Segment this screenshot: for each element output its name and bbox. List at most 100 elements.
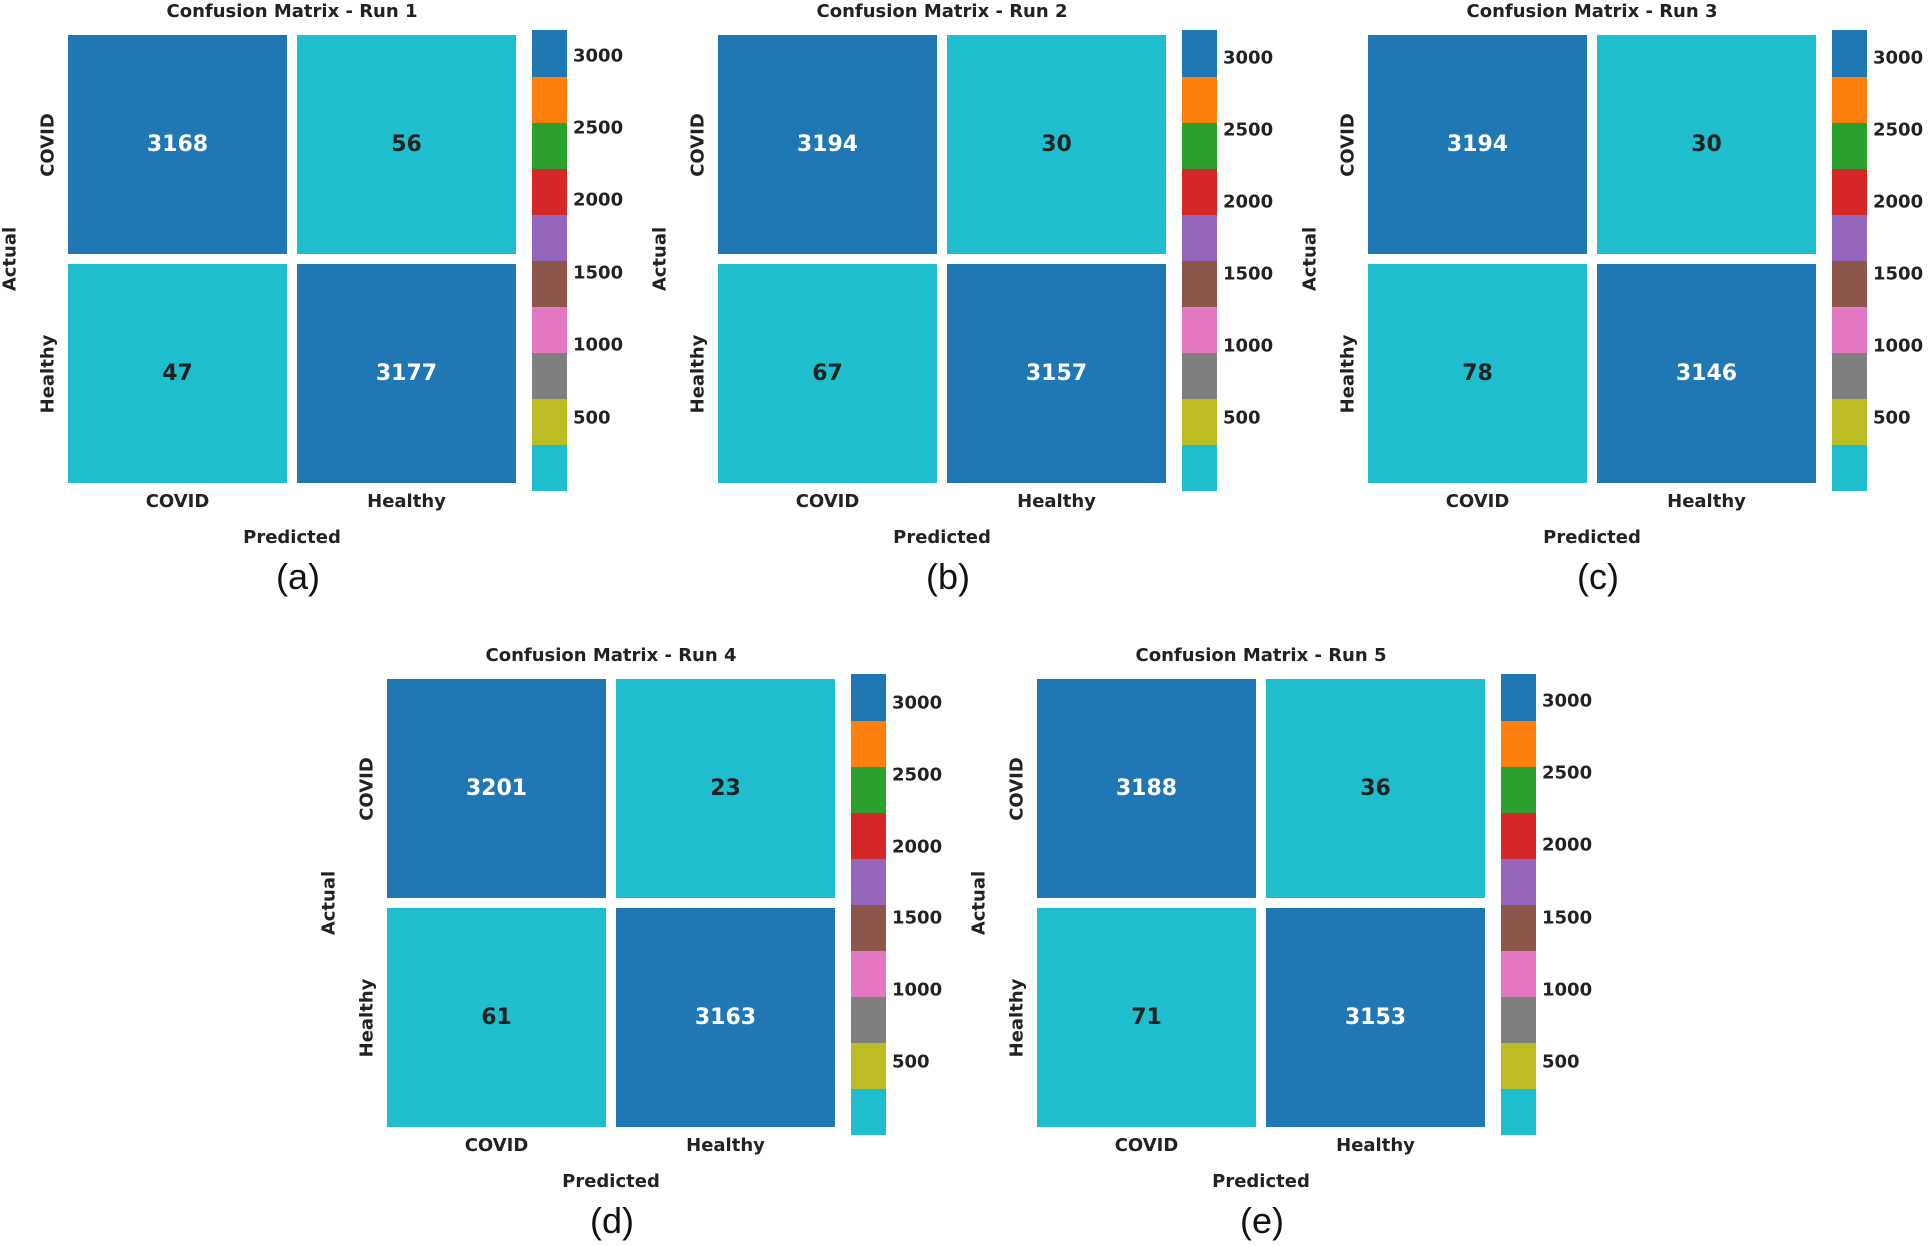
colorbar-segment xyxy=(851,812,886,859)
cell-value-label: 67 xyxy=(812,361,843,386)
colorbar-segment xyxy=(1501,996,1536,1043)
heatmap-cell: 47 xyxy=(68,264,287,483)
x-tick-label: COVID xyxy=(1445,491,1510,512)
heatmap-cell: 3146 xyxy=(1597,264,1816,483)
y-tick-label: COVID xyxy=(356,756,378,821)
heatmap-cell: 23 xyxy=(616,679,835,898)
x-axis-label: Predicted xyxy=(893,527,991,548)
colorbar-tick-label: 2000 xyxy=(1542,834,1593,856)
colorbar-tick-label: 1000 xyxy=(1873,335,1924,357)
cell-value-label: 3194 xyxy=(796,132,859,157)
colorbar-segment xyxy=(1832,30,1867,77)
colorbar-segment xyxy=(1501,904,1536,951)
cell-value-label: 3153 xyxy=(1344,1005,1407,1030)
heatmap-cell: 3157 xyxy=(947,264,1166,483)
colorbar-segment xyxy=(1501,720,1536,767)
colorbar-tick-label: 2000 xyxy=(892,836,943,858)
chart-title: Confusion Matrix - Run 3 xyxy=(1466,1,1718,22)
y-axis-label: Actual xyxy=(649,226,671,292)
cell-value-label: 30 xyxy=(1691,132,1722,157)
colorbar-tick-label: 1000 xyxy=(573,334,624,356)
colorbar-segment xyxy=(532,398,567,445)
colorbar-segment xyxy=(1182,76,1217,123)
heatmap-cell: 67 xyxy=(718,264,937,483)
colorbar-segment xyxy=(851,720,886,767)
y-axis-label: Actual xyxy=(1299,226,1321,292)
panel-label: (a) xyxy=(276,556,320,597)
cell-value-label: 47 xyxy=(162,361,193,386)
heatmap-cell: 3163 xyxy=(616,908,835,1127)
colorbar-segment xyxy=(1501,674,1536,721)
cell-value-label: 3168 xyxy=(146,132,209,157)
colorbar-segment xyxy=(851,996,886,1043)
y-tick-label: Healthy xyxy=(37,334,59,413)
x-axis-label: Predicted xyxy=(1212,1171,1310,1192)
panel-label: (b) xyxy=(926,556,970,597)
heatmap-cell: 3188 xyxy=(1037,679,1256,898)
cell-value-label: 3177 xyxy=(375,361,438,386)
heatmap-cell: 61 xyxy=(387,908,606,1127)
colorbar-tick-label: 3000 xyxy=(892,692,943,714)
y-axis-label: Actual xyxy=(0,226,21,292)
heatmap-cell: 3194 xyxy=(1368,35,1587,254)
colorbar-segment xyxy=(1501,766,1536,813)
y-tick-label: COVID xyxy=(1337,112,1359,177)
y-tick-label: Healthy xyxy=(1337,334,1359,413)
cell-value-label: 56 xyxy=(391,132,422,157)
colorbar-segment xyxy=(532,352,567,399)
colorbar-segment xyxy=(532,30,567,77)
cell-value-label: 3201 xyxy=(465,776,528,801)
cell-value-label: 71 xyxy=(1131,1005,1162,1030)
cell-value-label: 3146 xyxy=(1675,361,1738,386)
chart-title: Confusion Matrix - Run 5 xyxy=(1135,645,1387,666)
colorbar-segment xyxy=(851,904,886,951)
x-tick-label: COVID xyxy=(145,491,210,512)
x-axis-label: Predicted xyxy=(243,527,341,548)
chart-title: Confusion Matrix - Run 1 xyxy=(166,1,418,22)
colorbar-segment xyxy=(1832,398,1867,445)
colorbar-segment xyxy=(851,858,886,905)
x-tick-label: Healthy xyxy=(1017,491,1096,512)
colorbar-tick-label: 500 xyxy=(892,1051,930,1073)
colorbar-segment xyxy=(851,1042,886,1089)
cell-value-label: 61 xyxy=(481,1005,512,1030)
colorbar-tick-label: 500 xyxy=(1873,407,1911,429)
chart-title: Confusion Matrix - Run 4 xyxy=(485,645,737,666)
colorbar-segment xyxy=(532,76,567,123)
colorbar-segment xyxy=(1182,306,1217,353)
heatmap-cell: 3201 xyxy=(387,679,606,898)
cell-value-label: 78 xyxy=(1462,361,1493,386)
colorbar-tick-label: 3000 xyxy=(1223,47,1274,69)
colorbar-segment xyxy=(1501,950,1536,997)
heatmap-cell: 3194 xyxy=(718,35,937,254)
colorbar-tick-label: 2000 xyxy=(573,189,624,211)
colorbar-tick-label: 3000 xyxy=(1542,690,1593,712)
heatmap-cell: 30 xyxy=(1597,35,1816,254)
colorbar-segment xyxy=(532,306,567,353)
colorbar-tick-label: 1000 xyxy=(1223,335,1274,357)
y-tick-label: Healthy xyxy=(1006,978,1028,1057)
x-tick-label: Healthy xyxy=(686,1135,765,1156)
colorbar-tick-label: 2500 xyxy=(1873,119,1924,141)
colorbar-segment xyxy=(1501,1042,1536,1089)
x-axis-label: Predicted xyxy=(562,1171,660,1192)
colorbar-segment xyxy=(532,260,567,307)
colorbar-tick-label: 2500 xyxy=(1542,762,1593,784)
colorbar-segment xyxy=(532,214,567,261)
y-tick-label: COVID xyxy=(687,112,709,177)
colorbar-tick-label: 3000 xyxy=(1873,47,1924,69)
y-tick-label: Healthy xyxy=(687,334,709,413)
colorbar-tick-label: 500 xyxy=(573,407,611,429)
cell-value-label: 3157 xyxy=(1025,361,1088,386)
colorbar-tick-label: 1500 xyxy=(1542,907,1593,929)
cell-value-label: 23 xyxy=(710,776,741,801)
y-tick-label: COVID xyxy=(1006,756,1028,821)
colorbar-segment xyxy=(532,122,567,169)
x-tick-label: Healthy xyxy=(1336,1135,1415,1156)
cell-value-label: 3188 xyxy=(1115,776,1178,801)
colorbar-segment xyxy=(1182,168,1217,215)
colorbar-tick-label: 3000 xyxy=(573,45,624,67)
panel-label: (c) xyxy=(1577,556,1619,597)
colorbar-segment xyxy=(532,444,567,491)
colorbar-tick-label: 2500 xyxy=(1223,119,1274,141)
